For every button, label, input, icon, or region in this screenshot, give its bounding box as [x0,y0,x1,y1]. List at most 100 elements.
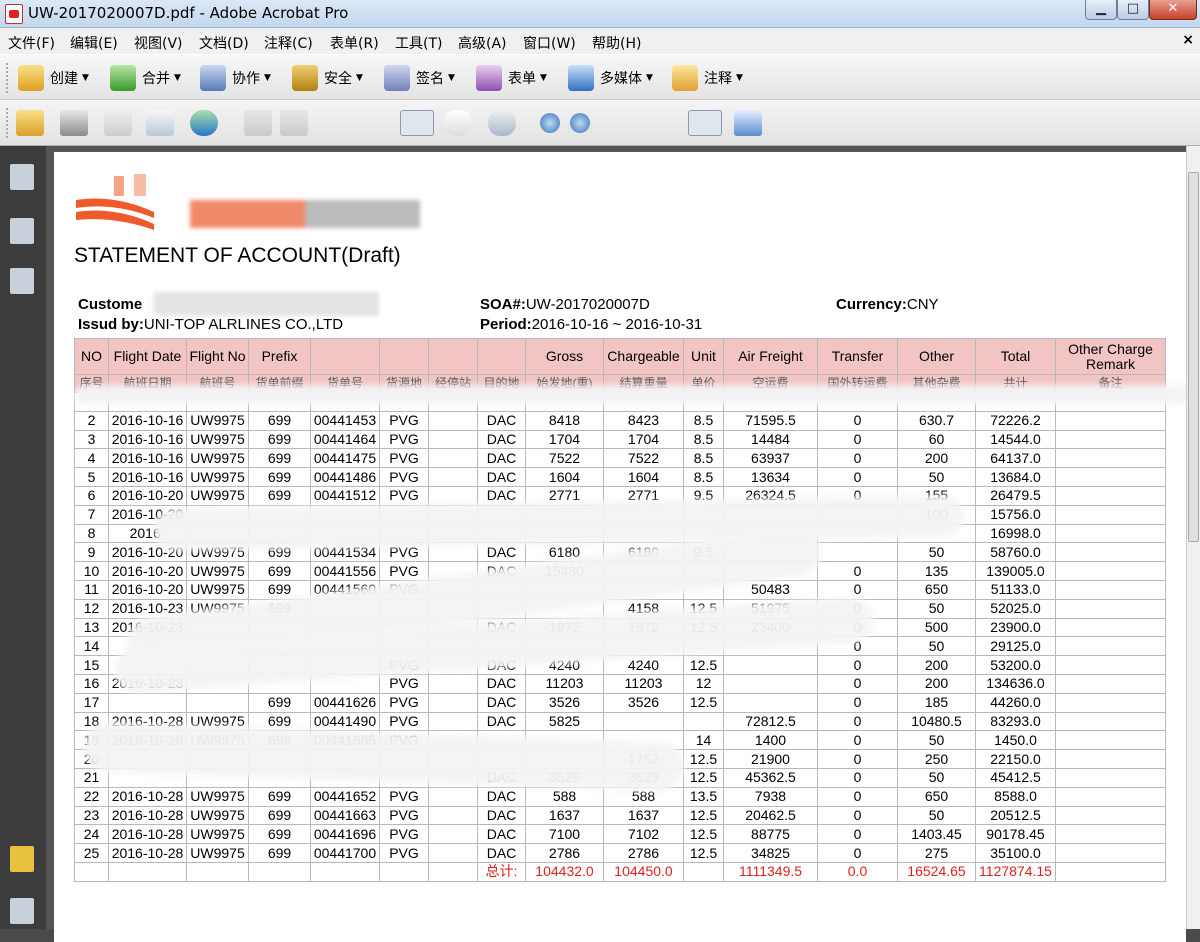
redaction-smear [74,385,1194,405]
menu-tools[interactable]: 工具(T) [395,36,443,52]
table-cell [1055,692,1166,713]
zoom-in-icon[interactable] [570,113,590,133]
secure-button[interactable]: 安全 ▼ [292,63,363,93]
forms-button[interactable]: 表单 ▼ [476,63,547,93]
table-cell: 2 [74,410,109,431]
table-cell: DAC [477,429,526,450]
close-button[interactable]: ✕ [1149,0,1197,20]
table-cell: DAC [477,467,526,487]
close-document-icon[interactable]: × [1182,32,1194,48]
table-cell: 00441490 [310,711,380,732]
menu-edit[interactable]: 编辑(E) [70,36,118,52]
minimize-button[interactable]: ▁ [1085,0,1117,20]
table-cell [1055,805,1166,826]
header-cell: Other Charge Remark [1055,338,1166,375]
table-cell: 20462.5 [723,805,818,826]
table-cell [428,711,478,732]
table-cell: 21 [74,767,109,788]
table-cell: 699 [248,429,311,450]
comments-panel-icon[interactable] [10,846,34,872]
table-cell: 135 [897,561,976,581]
soa-label: SOA#: [480,296,526,313]
total-cell: 104432.0 [525,861,604,882]
collaborate-button[interactable]: 协作 ▼ [200,63,271,93]
table-cell: 21900 [723,749,818,769]
table-cell: 2016-10-20 [108,485,187,506]
toolbar-grip[interactable] [6,108,10,138]
hand-tool-icon[interactable] [444,110,472,136]
previous-page-icon[interactable] [244,110,272,136]
menu-document[interactable]: 文档(D) [199,36,249,52]
zoom-tool-icon[interactable] [488,110,516,136]
table-cell: PVG [379,805,429,826]
menu-forms[interactable]: 表单(R) [330,36,379,52]
table-cell: 0 [817,805,898,826]
menu-comments[interactable]: 注释(C) [264,36,313,52]
table-cell: 63937 [723,448,818,469]
save-icon[interactable] [104,110,132,136]
table-cell: DAC [477,824,526,845]
zoom-out-icon[interactable] [540,113,560,133]
sign-button[interactable]: 签名 ▼ [384,63,455,93]
table-cell: DAC [477,805,526,826]
bookmarks-icon[interactable] [10,218,34,244]
scrollbar-thumb[interactable] [1188,172,1199,542]
fit-width-icon[interactable] [688,110,722,136]
menu-view[interactable]: 视图(V) [134,36,183,52]
total-cell: 1127874.15 [975,861,1056,882]
table-cell: 50 [897,805,976,826]
signatures-icon[interactable] [10,268,34,294]
header-cell: Flight Date [108,338,187,375]
table-row: 25 2016-10-28 UW9975 699 00441700 PVG DAC 2786 2… [74,843,1166,863]
table-cell: 00441556 [310,561,380,581]
table-cell: 25 [74,843,109,863]
table-cell: 8588.0 [975,786,1056,807]
customer-name-redacted [154,292,379,316]
print-icon[interactable] [60,110,88,136]
next-page-icon[interactable] [280,110,308,136]
table-cell: 7938 [723,786,818,807]
select-tool-icon[interactable] [400,110,434,136]
menu-advanced[interactable]: 高级(A) [458,36,507,52]
document-viewer[interactable]: STATEMENT OF ACCOUNT(Draft) Custome Issu… [46,146,1194,942]
menu-window[interactable]: 窗口(W) [523,36,576,52]
header-cell [310,338,380,375]
table-cell: 4240 [603,655,684,675]
pages-icon[interactable] [10,164,34,190]
total-cell [186,861,249,882]
multimedia-button[interactable]: 多媒体 ▼ [568,63,653,93]
table-cell: UW9975 [186,448,249,469]
lock-icon [292,65,318,91]
open-folder-icon[interactable] [16,110,44,136]
table-cell: 699 [248,410,311,431]
table-cell: 60 [897,429,976,450]
fit-page-icon[interactable] [734,110,762,136]
table-cell: 0 [817,749,898,769]
vertical-scrollbar[interactable] [1186,146,1200,929]
table-cell: PVG [379,485,429,506]
collaborate-label: 协作 [232,71,260,87]
combine-button[interactable]: 合并 ▼ [110,63,181,93]
table-cell: 6 [74,485,109,506]
menu-file[interactable]: 文件(F) [8,36,55,52]
table-cell: 23 [74,805,109,826]
toolbar-grip[interactable] [6,63,10,93]
attachments-icon[interactable] [10,898,34,924]
table-cell: 1704 [603,429,684,450]
table-row: 3 2016-10-16 UW9975 699 00441464 PVG DAC 1704 17… [74,429,1166,450]
email-icon[interactable] [146,110,174,136]
globe-icon[interactable] [190,110,218,136]
table-cell: 14 [683,730,724,751]
menu-help[interactable]: 帮助(H) [592,36,642,52]
window-title: UW-2017020007D.pdf - Adobe Acrobat Pro [28,4,349,22]
table-cell [1055,711,1166,732]
maximize-button[interactable]: □ [1117,0,1149,20]
table-cell: UW9975 [186,805,249,826]
soa-value: UW-2017020007D [525,296,650,313]
table-row: 24 2016-10-28 UW9975 699 00441696 PVG DAC 7100 7… [74,824,1166,845]
total-cell: 104450.0 [603,861,684,882]
table-cell: 12.5 [683,824,724,845]
multimedia-label: 多媒体 [600,71,642,87]
comment-button[interactable]: 注释 ▼ [672,63,743,93]
create-button[interactable]: 创建 ▼ [18,63,89,93]
